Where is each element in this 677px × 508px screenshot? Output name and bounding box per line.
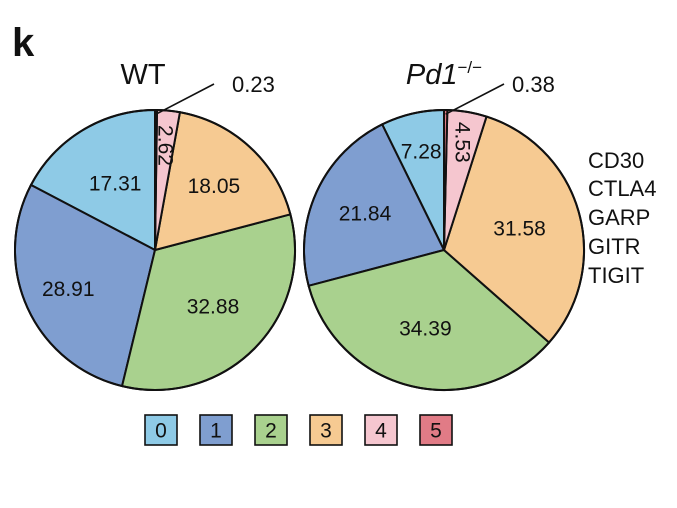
pie-chart-pd1-ko: Pd1−/− 7.28 21.84 34.39 31.58 4.53 0.38 — [303, 58, 585, 391]
pie-title-pd1-ko: Pd1−/− — [406, 58, 482, 91]
legend-label-2: 2 — [265, 420, 277, 443]
panel-letter: k — [12, 21, 35, 65]
legend-label-3: 3 — [320, 420, 332, 443]
marker-garp: GARP — [588, 205, 650, 230]
pie-labels-pd1-ko: 7.28 21.84 34.39 31.58 4.53 0.38 — [339, 72, 555, 341]
pie-label-wt-4: 2.62 — [154, 125, 177, 166]
pie-outline-wt — [14, 109, 296, 391]
pie-label-pd1-ko-1: 21.84 — [339, 203, 392, 226]
pie-title-wt: WT — [120, 59, 165, 91]
pie-callout-line-wt — [155, 83, 215, 115]
pie-label-wt-1: 28.91 — [42, 278, 95, 301]
legend-label-0: 0 — [155, 420, 167, 443]
pie-outline-pd1-ko — [303, 109, 585, 391]
pie-slices-wt — [14, 108, 296, 391]
pie-label-pd1-ko-2: 34.39 — [399, 318, 452, 341]
legend-swatch-0 — [144, 414, 178, 446]
marker-tigit: TIGIT — [588, 263, 644, 288]
legend: 0 1 2 3 4 5 — [144, 414, 453, 446]
pie-label-pd1-ko-0: 7.28 — [401, 140, 442, 163]
pie-labels-wt: 17.31 28.91 32.88 18.05 2.62 0.23 — [42, 72, 275, 318]
pie-callout-label-wt: 0.23 — [232, 72, 275, 97]
pie-title-pd1-ko-superscript: −/− — [458, 58, 483, 77]
legend-swatch-1 — [199, 414, 233, 446]
legend-label-1: 1 — [210, 420, 222, 443]
legend-swatch-5 — [419, 414, 453, 446]
marker-ctla4: CTLA4 — [588, 176, 656, 201]
pie-label-pd1-ko-4: 4.53 — [451, 122, 474, 163]
pie-label-pd1-ko-3: 31.58 — [493, 218, 546, 241]
legend-swatch-2 — [254, 414, 288, 446]
pie-title-wt-text: WT — [120, 59, 165, 91]
pie-chart-wt: WT 17.31 28.91 32.88 18.05 2.62 0.23 — [14, 59, 296, 391]
pie-slices-pd1-ko — [303, 108, 585, 391]
pie-callout-label-pd1-ko: 0.38 — [512, 72, 555, 97]
pie-title-pd1-ko-text: Pd1 — [406, 59, 458, 91]
pie-label-wt-3: 18.05 — [188, 175, 241, 198]
legend-swatch-4 — [364, 414, 398, 446]
pie-label-wt-0: 17.31 — [89, 173, 142, 196]
marker-cd30: CD30 — [588, 148, 644, 173]
legend-swatch-3 — [309, 414, 343, 446]
marker-list: CD30 CTLA4 GARP GITR TIGIT — [588, 148, 656, 288]
legend-label-5: 5 — [430, 420, 442, 443]
pie-label-wt-2: 32.88 — [187, 295, 240, 318]
marker-gitr: GITR — [588, 234, 641, 259]
legend-label-4: 4 — [375, 420, 387, 443]
pie-callout-line-pd1-ko — [445, 83, 505, 115]
